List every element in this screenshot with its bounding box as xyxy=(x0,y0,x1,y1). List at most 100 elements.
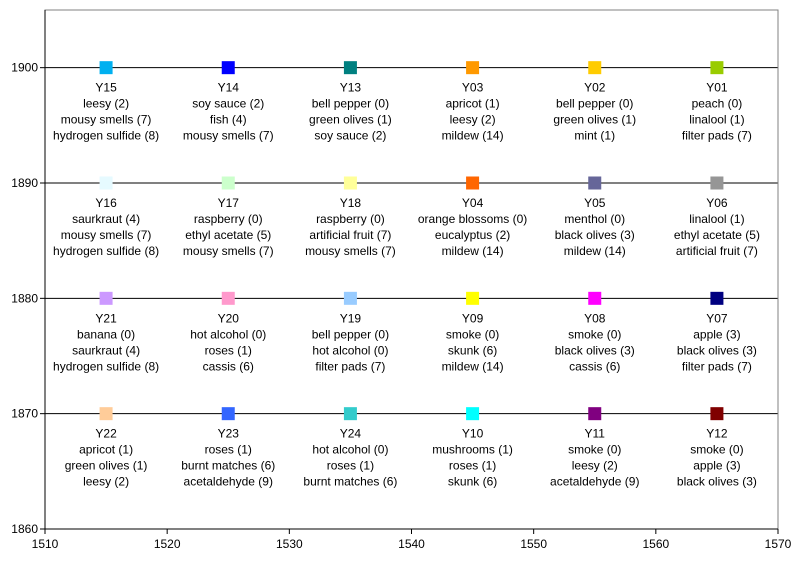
point-descriptor-label: mildew (14) xyxy=(564,244,626,258)
point-y13 xyxy=(343,61,357,75)
point-descriptor-label: black olives (3) xyxy=(555,343,635,357)
point-y07 xyxy=(710,291,724,305)
point-y24 xyxy=(343,407,357,421)
point-y06 xyxy=(710,176,724,190)
point-labels: Y15 leesy (2) mousy smells (7) hydrogen sul… xyxy=(53,81,760,489)
point-descriptor-label: smoke (0) xyxy=(446,327,499,341)
point-descriptor-label: ethyl acetate (5) xyxy=(185,228,271,242)
point-descriptor-label: bell pepper (0) xyxy=(312,97,389,111)
point-descriptor-label: hydrogen sulfide (8) xyxy=(53,244,159,258)
point-descriptor-label: mousy smells (7) xyxy=(61,228,152,242)
point-descriptor-label: leesy (2) xyxy=(450,113,496,127)
point-id-label: Y23 xyxy=(218,427,240,441)
point-descriptor-label: roses (1) xyxy=(327,459,374,473)
point-descriptor-label: black olives (3) xyxy=(555,228,635,242)
point-descriptor-label: soy sauce (2) xyxy=(192,97,264,111)
point-y21 xyxy=(99,291,113,305)
point-descriptor-label: fish (4) xyxy=(210,113,247,127)
point-descriptor-label: roses (1) xyxy=(449,459,496,473)
plot-area-border xyxy=(44,9,779,530)
point-descriptor-label: apricot (1) xyxy=(79,443,133,457)
x-tick-label: 1570 xyxy=(765,537,792,551)
point-id-label: Y07 xyxy=(706,311,728,325)
point-id-label: Y21 xyxy=(95,311,117,325)
point-descriptor-label: cassis (6) xyxy=(569,359,620,373)
point-descriptor-label: smoke (0) xyxy=(568,443,621,457)
point-descriptor-label: menthol (0) xyxy=(564,212,625,226)
point-y19 xyxy=(343,291,357,305)
point-y20 xyxy=(221,291,235,305)
point-descriptor-label: eucalyptus (2) xyxy=(435,228,510,242)
point-descriptor-label: filter pads (7) xyxy=(682,359,752,373)
point-y02 xyxy=(588,61,602,75)
point-descriptor-label: skunk (6) xyxy=(448,343,497,357)
point-descriptor-label: peach (0) xyxy=(692,97,743,111)
y-tick-label: 1900 xyxy=(11,61,38,75)
point-id-label: Y15 xyxy=(95,81,117,95)
point-id-label: Y08 xyxy=(584,311,606,325)
x-tick-label: 1520 xyxy=(154,537,181,551)
gridlines xyxy=(45,67,778,415)
point-descriptor-label: cassis (6) xyxy=(203,359,254,373)
axes xyxy=(44,9,779,530)
point-y04 xyxy=(466,176,480,190)
point-descriptor-label: apricot (1) xyxy=(446,97,500,111)
point-id-label: Y05 xyxy=(584,196,606,210)
point-y15 xyxy=(99,61,113,75)
point-descriptor-label: filter pads (7) xyxy=(682,129,752,143)
point-id-label: Y18 xyxy=(340,196,362,210)
point-descriptor-label: mousy smells (7) xyxy=(183,129,274,143)
point-descriptor-label: ethyl acetate (5) xyxy=(674,228,760,242)
y-tick-label: 1890 xyxy=(11,176,38,190)
point-y10 xyxy=(466,407,480,421)
point-id-label: Y03 xyxy=(462,81,484,95)
point-descriptor-label: black olives (3) xyxy=(677,343,757,357)
point-descriptor-label: green olives (1) xyxy=(553,113,636,127)
point-descriptor-label: apple (3) xyxy=(693,459,740,473)
point-y01 xyxy=(710,61,724,75)
point-descriptor-label: bell pepper (0) xyxy=(556,97,633,111)
y-tick-label: 1860 xyxy=(11,522,38,536)
data-points xyxy=(99,61,724,421)
point-id-label: Y02 xyxy=(584,81,606,95)
point-y18 xyxy=(343,176,357,190)
point-id-label: Y04 xyxy=(462,196,484,210)
point-descriptor-label: roses (1) xyxy=(205,443,252,457)
point-descriptor-label: leesy (2) xyxy=(572,459,618,473)
tick-labels: 1860 1870 1880 1890 1900 1510 1520 1530 1540 1550… xyxy=(11,61,791,551)
point-descriptor-label: banana (0) xyxy=(77,327,135,341)
point-descriptor-label: linalool (1) xyxy=(689,212,744,226)
point-id-label: Y01 xyxy=(706,81,728,95)
point-y09 xyxy=(466,291,480,305)
point-descriptor-label: roses (1) xyxy=(205,343,252,357)
point-descriptor-label: hydrogen sulfide (8) xyxy=(53,359,159,373)
y-tick-label: 1880 xyxy=(11,291,38,305)
point-descriptor-label: hot alcohol (0) xyxy=(312,443,388,457)
point-descriptor-label: hot alcohol (0) xyxy=(312,343,388,357)
point-descriptor-label: green olives (1) xyxy=(65,459,148,473)
point-descriptor-label: mildew (14) xyxy=(442,359,504,373)
point-y17 xyxy=(221,176,235,190)
point-descriptor-label: mildew (14) xyxy=(442,244,504,258)
point-descriptor-label: black olives (3) xyxy=(677,475,757,489)
point-descriptor-label: acetaldehyde (9) xyxy=(550,475,639,489)
point-descriptor-label: bell pepper (0) xyxy=(312,327,389,341)
point-id-label: Y06 xyxy=(706,196,728,210)
point-y22 xyxy=(99,407,113,421)
point-descriptor-label: mousy smells (7) xyxy=(61,113,152,127)
point-descriptor-label: saurkraut (4) xyxy=(72,343,140,357)
point-id-label: Y20 xyxy=(218,311,240,325)
point-descriptor-label: burnt matches (6) xyxy=(303,475,397,489)
y-tick-label: 1870 xyxy=(11,407,38,421)
point-id-label: Y19 xyxy=(340,311,362,325)
point-id-label: Y11 xyxy=(585,427,606,441)
point-id-label: Y13 xyxy=(340,81,362,95)
point-y14 xyxy=(221,61,235,75)
point-descriptor-label: leesy (2) xyxy=(83,97,129,111)
point-y03 xyxy=(466,61,480,75)
x-tick-label: 1540 xyxy=(398,537,425,551)
point-y16 xyxy=(99,176,113,190)
point-descriptor-label: mousy smells (7) xyxy=(305,244,396,258)
